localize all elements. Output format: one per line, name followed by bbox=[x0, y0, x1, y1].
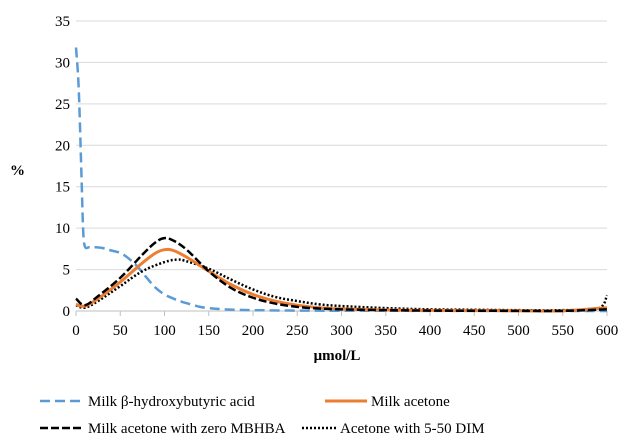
series-line-milk-acetone-with-zero-mbhba bbox=[75, 236, 608, 313]
x-tick-label: 250 bbox=[286, 323, 309, 339]
x-tick-label: 100 bbox=[153, 323, 176, 339]
y-tick-label: 35 bbox=[55, 14, 70, 30]
x-tick-label: 450 bbox=[463, 323, 486, 339]
y-tick-label: 10 bbox=[55, 221, 70, 237]
y-tick-label: 15 bbox=[55, 180, 70, 196]
y-tick-label: 25 bbox=[55, 97, 70, 113]
legend-item-milk-acetone-with-zero-mbhba: Milk acetone with zero MBHBA bbox=[40, 421, 286, 437]
series-line-acetone-with-5-50-dim bbox=[75, 258, 609, 312]
legend-label: Milk β-hydroxybutyric acid bbox=[88, 394, 255, 410]
legend-item-milk-acetone: Milk acetone bbox=[325, 394, 450, 410]
x-tick-label: 600 bbox=[596, 323, 619, 339]
y-axis-title: % bbox=[10, 163, 25, 179]
legend: Milk β-hydroxybutyric acid Milk acetone Mi… bbox=[40, 394, 485, 437]
x-tick-label: 300 bbox=[330, 323, 353, 339]
legend-item-milk-hydroxybutyric-acid: Milk β-hydroxybutyric acid bbox=[40, 394, 255, 410]
x-tick-label: 0 bbox=[72, 323, 80, 339]
x-tick-label: 350 bbox=[375, 323, 398, 339]
x-tick-label: 500 bbox=[507, 323, 530, 339]
y-tick-label: 0 bbox=[63, 304, 71, 320]
gridlines bbox=[76, 20, 607, 271]
legend-label: Milk acetone bbox=[371, 394, 450, 410]
legend-label: Milk acetone with zero MBHBA bbox=[88, 421, 286, 437]
x-tick-label: 550 bbox=[552, 323, 575, 339]
x-axis-title: μmol/L bbox=[314, 348, 361, 364]
y-tick-label: 5 bbox=[63, 263, 71, 279]
legend-item-acetone-with-5-50-dim: Acetone with 5-50 DIM bbox=[302, 421, 485, 437]
x-tick-label: 50 bbox=[113, 323, 128, 339]
y-tick-label: 20 bbox=[55, 138, 70, 154]
series-lines bbox=[74, 47, 609, 313]
series-line-milk-acetone bbox=[75, 247, 608, 313]
x-tick-label: 400 bbox=[419, 323, 442, 339]
y-tick-label: 30 bbox=[55, 55, 70, 71]
legend-label: Acetone with 5-50 DIM bbox=[340, 421, 485, 437]
x-tick-label: 200 bbox=[242, 323, 265, 339]
series-line-milk-hydroxybutyric-acid bbox=[74, 47, 608, 313]
x-tick-label: 150 bbox=[198, 323, 221, 339]
